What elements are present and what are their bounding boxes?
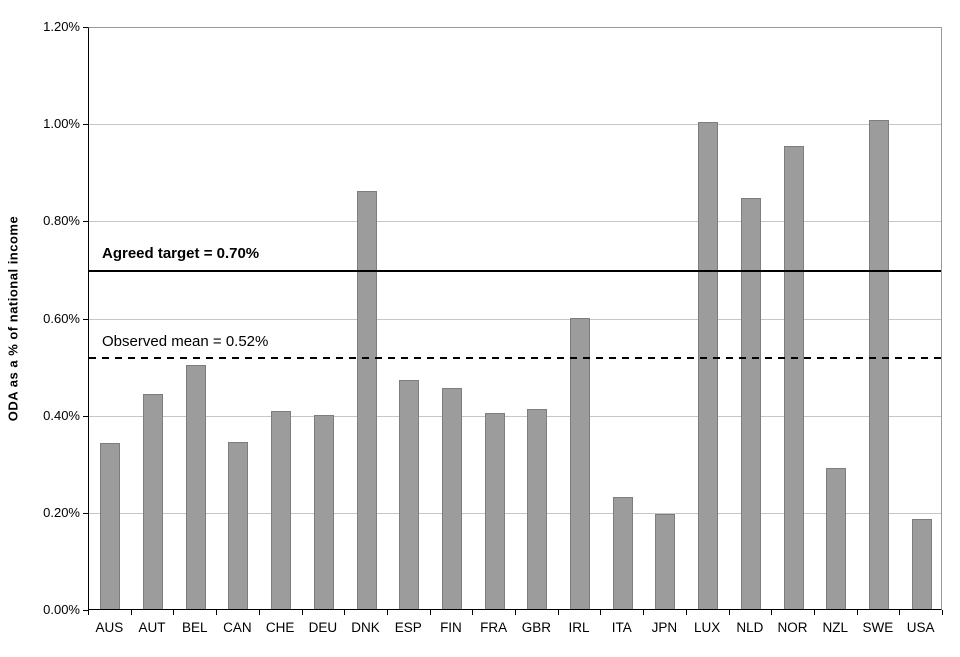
bar-aut — [143, 393, 164, 609]
gridline — [89, 318, 941, 320]
observed-mean-line — [89, 357, 941, 360]
x-tick-mark — [216, 610, 218, 615]
y-tick-label: 0.40% — [43, 407, 80, 423]
bar-ita — [612, 496, 633, 609]
bar-nzl — [826, 467, 847, 609]
x-tick-mark — [472, 610, 474, 615]
bar-deu — [313, 415, 334, 609]
x-tick-label-fra: FRA — [480, 620, 508, 635]
x-tick-label-gbr: GBR — [521, 620, 551, 635]
x-tick-mark — [685, 610, 687, 615]
x-tick-label-swe: SWE — [862, 620, 894, 635]
bar-nld — [740, 197, 761, 609]
bar-esp — [399, 380, 420, 609]
y-tick-label: 0.80% — [43, 213, 80, 229]
y-tick-mark — [83, 124, 88, 126]
gridline — [89, 512, 941, 514]
observed-mean-label: Observed mean = 0.52% — [102, 333, 269, 350]
y-tick-mark — [83, 27, 88, 28]
bar-lux — [698, 122, 719, 609]
x-tick-label-nld: NLD — [736, 620, 764, 635]
bar-gbr — [527, 408, 548, 609]
x-tick-label-ita: ITA — [611, 620, 632, 635]
y-tick-mark — [83, 415, 88, 417]
x-tick-label-bel: BEL — [181, 620, 208, 635]
bar-can — [228, 441, 249, 609]
x-tick-label-deu: DEU — [308, 620, 338, 635]
x-tick-mark — [301, 610, 303, 615]
x-tick-mark — [130, 610, 132, 615]
y-tick-label: 1.20% — [43, 19, 80, 34]
bar-usa — [911, 518, 932, 609]
bar-aus — [100, 443, 121, 609]
x-tick-mark — [899, 610, 901, 615]
gridline — [89, 124, 941, 126]
bar-jpn — [655, 513, 676, 609]
x-tick-mark — [856, 610, 858, 615]
x-tick-mark — [813, 610, 815, 615]
x-tick-label-jpn: JPN — [651, 620, 678, 635]
y-tick-mark — [83, 610, 88, 611]
bar-swe — [868, 119, 889, 609]
x-tick-label-nor: NOR — [777, 620, 808, 635]
bar-fra — [484, 413, 505, 609]
x-tick-mark — [515, 610, 516, 615]
bar-fin — [441, 387, 462, 609]
gridline — [89, 221, 941, 223]
x-tick-mark — [942, 610, 943, 615]
x-tick-label-irl: IRL — [568, 620, 590, 635]
x-tick-mark — [600, 610, 602, 615]
bar-che — [271, 410, 292, 609]
x-tick-label-can: CAN — [223, 620, 252, 635]
x-tick-mark — [173, 610, 175, 615]
x-tick-mark — [728, 610, 730, 615]
x-tick-label-lux: LUX — [694, 620, 721, 635]
agreed-target-label: Agreed target = 0.70% — [102, 245, 260, 262]
x-tick-mark — [771, 610, 773, 615]
x-tick-label-usa: USA — [906, 620, 935, 635]
x-tick-mark — [344, 610, 346, 615]
gridline — [89, 415, 941, 417]
y-tick-label: 0.20% — [43, 504, 80, 520]
x-tick-label-che: CHE — [265, 620, 295, 635]
bar-dnk — [356, 190, 377, 609]
x-tick-label-fin: FIN — [440, 620, 462, 635]
agreed-target-line — [89, 269, 941, 272]
bar-irl — [570, 318, 591, 609]
x-tick-label-aus: AUS — [95, 620, 124, 635]
y-tick-mark — [83, 512, 88, 514]
y-tick-label: 0.00% — [43, 602, 80, 617]
x-tick-label-esp: ESP — [394, 620, 422, 635]
x-tick-mark — [429, 610, 431, 615]
x-tick-label-dnk: DNK — [351, 620, 380, 635]
bar-nor — [783, 146, 804, 609]
x-tick-mark — [258, 610, 260, 615]
y-tick-mark — [83, 318, 88, 320]
x-tick-label-nzl: NZL — [822, 620, 848, 635]
x-tick-mark — [386, 610, 388, 615]
y-tick-mark — [83, 221, 88, 223]
y-tick-label: 0.60% — [43, 310, 80, 326]
plot-area — [88, 27, 942, 610]
x-tick-mark — [643, 610, 645, 615]
bar-bel — [185, 365, 206, 609]
x-tick-mark — [557, 610, 559, 615]
y-tick-label: 1.00% — [43, 116, 80, 132]
x-tick-mark — [88, 610, 89, 615]
x-tick-label-aut: AUT — [138, 620, 166, 635]
